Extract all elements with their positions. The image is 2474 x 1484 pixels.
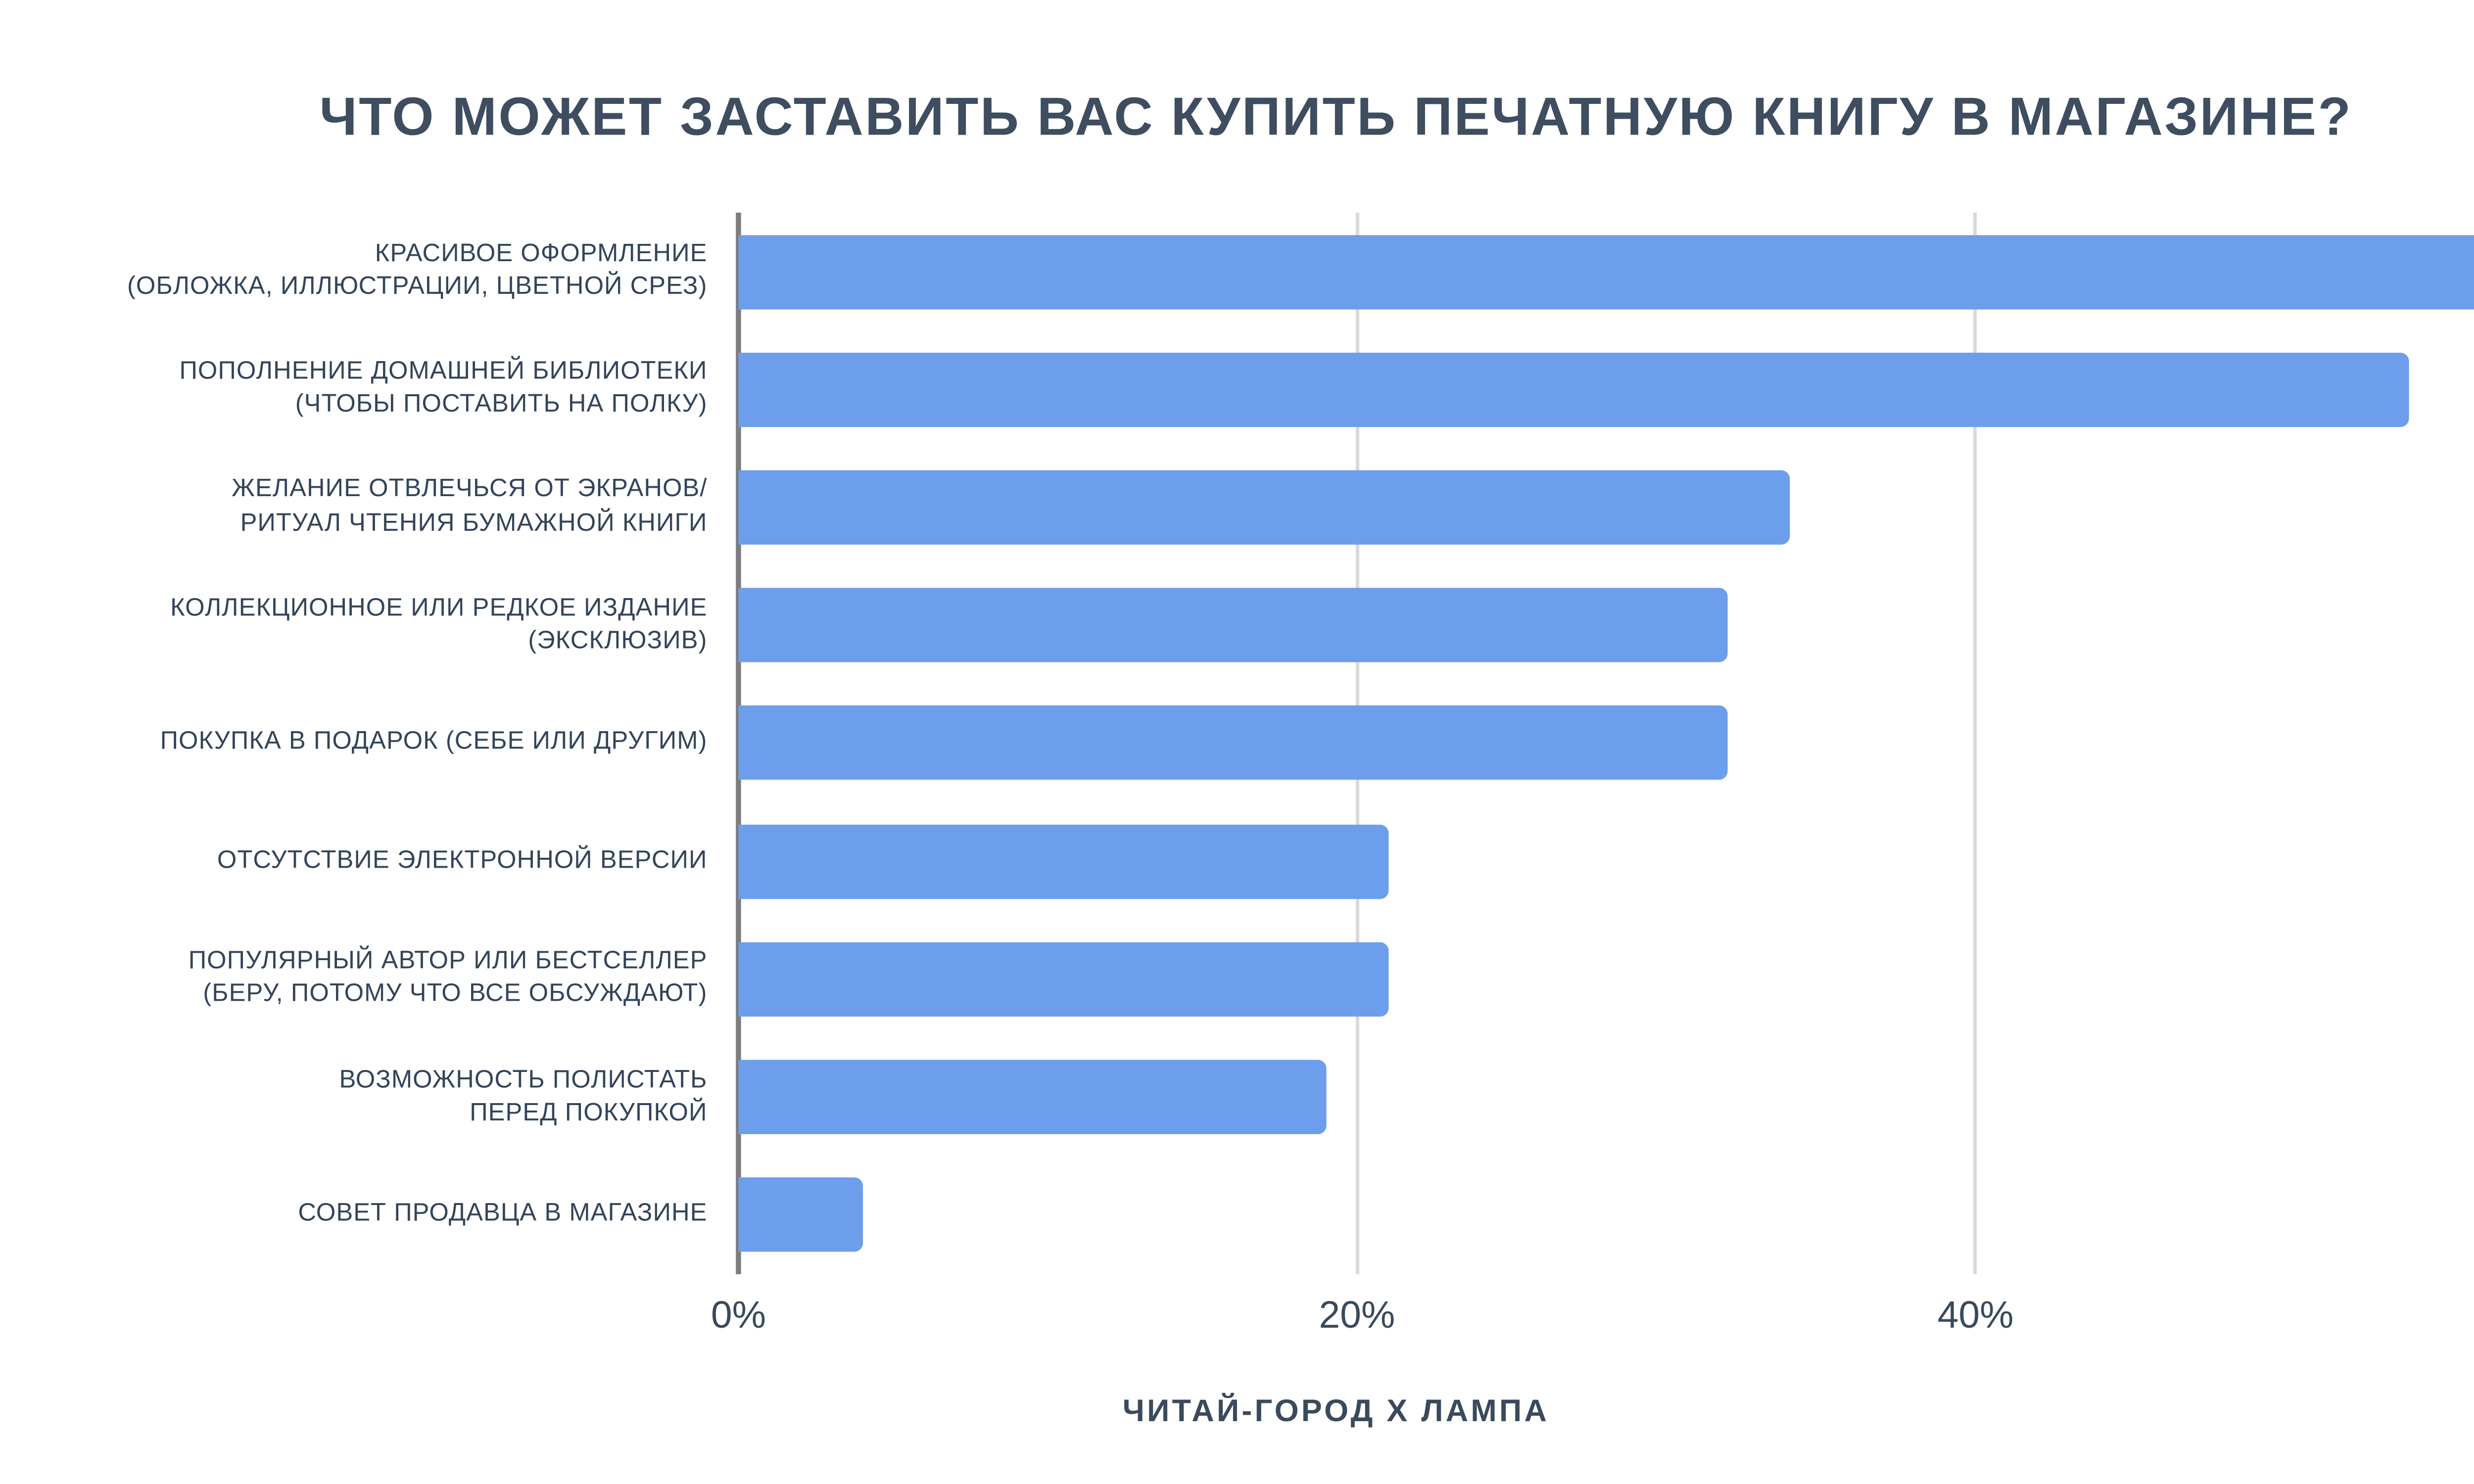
bar — [738, 588, 1728, 663]
bar-row: КОЛЛЕКЦИОННОЕ ИЛИ РЕДКОЕ ИЗДАНИЕ (ЭКСКЛЮЗ… — [170, 566, 2474, 684]
category-label: ПОПУЛЯРНЫЙ АВТОР ИЛИ БЕСТСЕЛЛЕР (БЕРУ, ПО… — [188, 948, 708, 1009]
bar — [738, 824, 1388, 899]
x-tick-label: 0% — [711, 1293, 766, 1337]
bar-row: ПОКУПКА В ПОДАРОК (СЕБЕ ИЛИ ДРУГИМ) — [160, 685, 2474, 802]
bar — [738, 470, 1790, 545]
bar — [738, 706, 1728, 781]
bar-row: ПОПУЛЯРНЫЙ АВТОР ИЛИ БЕСТСЕЛЛЕР (БЕРУ, ПО… — [189, 920, 2474, 1038]
bar-row: ОТСУТСТВИЕ ЭЛЕКТРОННОЙ ВЕРСИИ — [217, 802, 2474, 920]
x-tick-label: 40% — [1937, 1293, 2014, 1337]
bar — [738, 1060, 1326, 1135]
category-label: ОТСУТСТВИЕ ЭЛЕКТРОННОЙ ВЕРСИИ — [217, 846, 708, 875]
bar-row: КРАСИВОЕ ОФОРМЛЕНИЕ (ОБЛОЖКА, ИЛЛЮСТРАЦИИ… — [127, 213, 2474, 330]
x-axis: 0%20%40%60% — [711, 1293, 2474, 1352]
chart-title: ЧТО МОЖЕТ ЗАСТАВИТЬ ВАС КУПИТЬ ПЕЧАТНУЮ … — [319, 86, 2353, 147]
bar — [738, 234, 2474, 309]
category-label: ЖЕЛАНИЕ ОТВЛЕЧЬСЯ ОТ ЭКРАНОВ/РИТУАЛ ЧТЕН… — [232, 476, 708, 537]
bar-row: ЖЕЛАНИЕ ОТВЛЕЧЬСЯ ОТ ЭКРАНОВ/РИТУАЛ ЧТЕН… — [232, 449, 2474, 566]
category-label: СОВЕТ ПРОДАВЦА В МАГАЗИНЕ — [298, 1200, 708, 1228]
bar-row: ВОЗМОЖНОСТЬ ПОЛИСТАТЬ ПЕРЕД ПОКУПКОЙ — [339, 1038, 2474, 1156]
gridline — [1974, 212, 1978, 1274]
bar — [738, 1178, 862, 1252]
category-label: КРАСИВОЕ ОФОРМЛЕНИЕ (ОБЛОЖКА, ИЛЛЮСТРАЦИИ… — [127, 240, 708, 301]
category-label: ВОЗМОЖНОСТЬ ПОЛИСТАТЬ ПЕРЕД ПОКУПКОЙ — [339, 1066, 708, 1127]
category-label: КОЛЛЕКЦИОННОЕ ИЛИ РЕДКОЕ ИЗДАНИЕ (ЭКСКЛЮЗ… — [170, 594, 708, 655]
plot-area: КРАСИВОЕ ОФОРМЛЕНИЕ (ОБЛОЖКА, ИЛЛЮСТРАЦИИ… — [127, 212, 2474, 1274]
chart-footer: ЧИТАЙ-ГОРОД X ЛАМПА — [1122, 1393, 1550, 1428]
x-tick-label: 20% — [1319, 1293, 1395, 1337]
bars-layer: КРАСИВОЕ ОФОРМЛЕНИЕ (ОБЛОЖКА, ИЛЛЮСТРАЦИИ… — [127, 213, 2474, 1274]
category-label: ПОПОЛНЕНИЕ ДОМАШНЕЙ БИБЛИОТЕКИ (ЧТОБЫ ПОС… — [179, 358, 708, 419]
category-label: ПОКУПКА В ПОДАРОК (СЕБЕ ИЛИ ДРУГИМ) — [160, 728, 708, 756]
bar-row: СОВЕТ ПРОДАВЦА В МАГАЗИНЕ — [298, 1156, 2474, 1274]
bar — [738, 352, 2409, 427]
bar-row: ПОПОЛНЕНИЕ ДОМАШНЕЙ БИБЛИОТЕКИ (ЧТОБЫ ПОС… — [179, 330, 2474, 448]
bar — [738, 942, 1388, 1017]
